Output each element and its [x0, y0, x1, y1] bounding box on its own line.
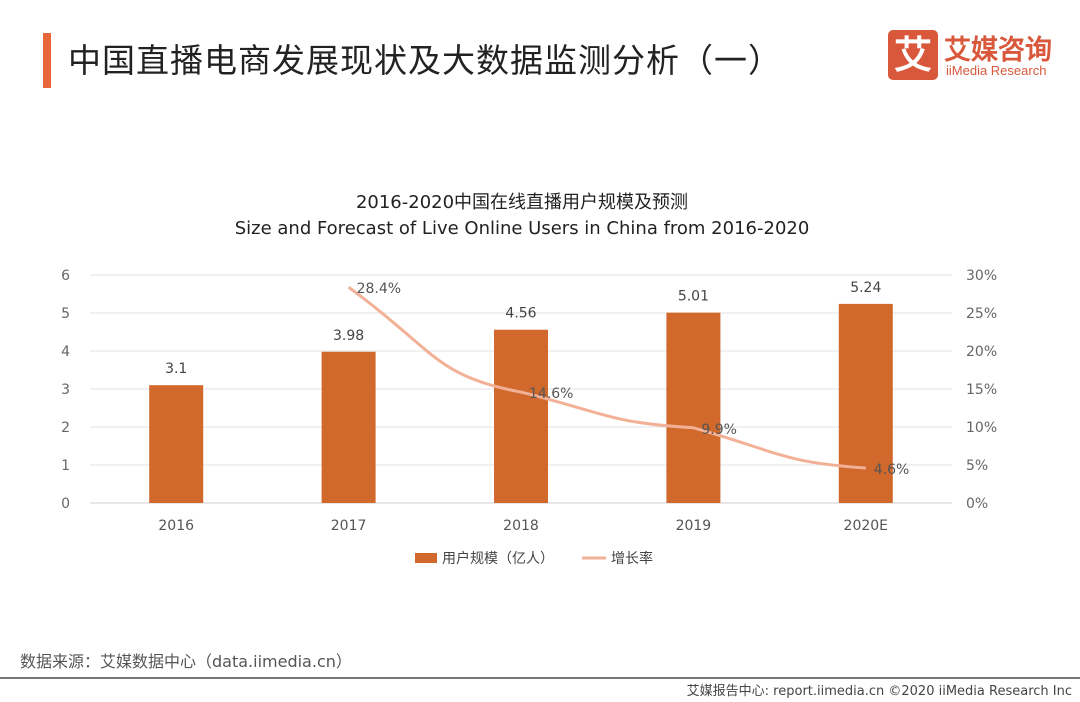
left-tick-label: 4 — [61, 344, 70, 360]
right-tick-label: 20% — [966, 344, 997, 360]
bar-data-label: 3.1 — [165, 361, 187, 377]
bar — [321, 351, 376, 503]
line-data-label: 9.9% — [701, 422, 737, 438]
bar-data-label: 5.24 — [850, 280, 881, 296]
line-data-label: 28.4% — [357, 281, 401, 297]
logo-mark: 艾 — [888, 30, 938, 80]
bar-data-label: 3.98 — [333, 328, 364, 344]
chart-subtitle: Size and Forecast of Live Online Users i… — [235, 218, 810, 239]
page-title: 中国直播电商发展现状及大数据监测分析（一） — [68, 41, 782, 80]
x-tick-label: 2020E — [844, 518, 888, 534]
left-tick-label: 1 — [61, 458, 70, 474]
bar — [838, 303, 893, 503]
x-tick-label: 2018 — [503, 518, 539, 534]
footer-divider — [0, 677, 1080, 679]
bar — [149, 385, 204, 503]
left-tick-label: 3 — [61, 382, 70, 398]
chart-title: 2016-2020中国在线直播用户规模及预测 — [356, 192, 688, 213]
legend-bar-swatch — [415, 553, 437, 563]
x-tick-label: 2016 — [158, 518, 194, 534]
logo-cn: 艾媒咨询 — [944, 35, 1052, 66]
data-source: 数据来源：艾媒数据中心（data.iimedia.cn） — [20, 652, 352, 671]
title-accent-bar — [43, 33, 51, 88]
x-tick-label: 2019 — [676, 518, 712, 534]
right-tick-label: 0% — [966, 496, 988, 512]
logo: 艾 艾媒咨询 iiMedia Research — [888, 30, 1068, 82]
left-tick-label: 6 — [61, 268, 70, 284]
left-tick-label: 5 — [61, 306, 70, 322]
bar-data-label: 5.01 — [678, 289, 709, 305]
legend-bar-label: 用户规模（亿人） — [442, 550, 554, 567]
footer-copyright: 艾媒报告中心: report.iimedia.cn ©2020 iiMedia … — [686, 684, 1072, 699]
right-tick-label: 25% — [966, 306, 997, 322]
bar — [494, 329, 548, 503]
legend-line-label: 增长率 — [611, 550, 653, 567]
right-tick-label: 15% — [966, 382, 997, 398]
growth-rate-line — [347, 285, 866, 470]
logo-en: iiMedia Research — [946, 63, 1047, 78]
right-tick-label: 10% — [966, 420, 997, 436]
line-data-label: 14.6% — [529, 386, 573, 402]
left-tick-label: 2 — [61, 420, 70, 436]
left-tick-label: 0 — [61, 496, 70, 512]
right-tick-label: 30% — [966, 268, 997, 284]
line-data-label: 4.6% — [874, 462, 910, 478]
bar — [666, 312, 721, 503]
chart: 2016-2020中国在线直播用户规模及预测 Size and Forecast… — [61, 192, 997, 567]
right-tick-label: 5% — [966, 458, 988, 474]
x-tick-label: 2017 — [331, 518, 367, 534]
bar-data-label: 4.56 — [505, 306, 536, 322]
